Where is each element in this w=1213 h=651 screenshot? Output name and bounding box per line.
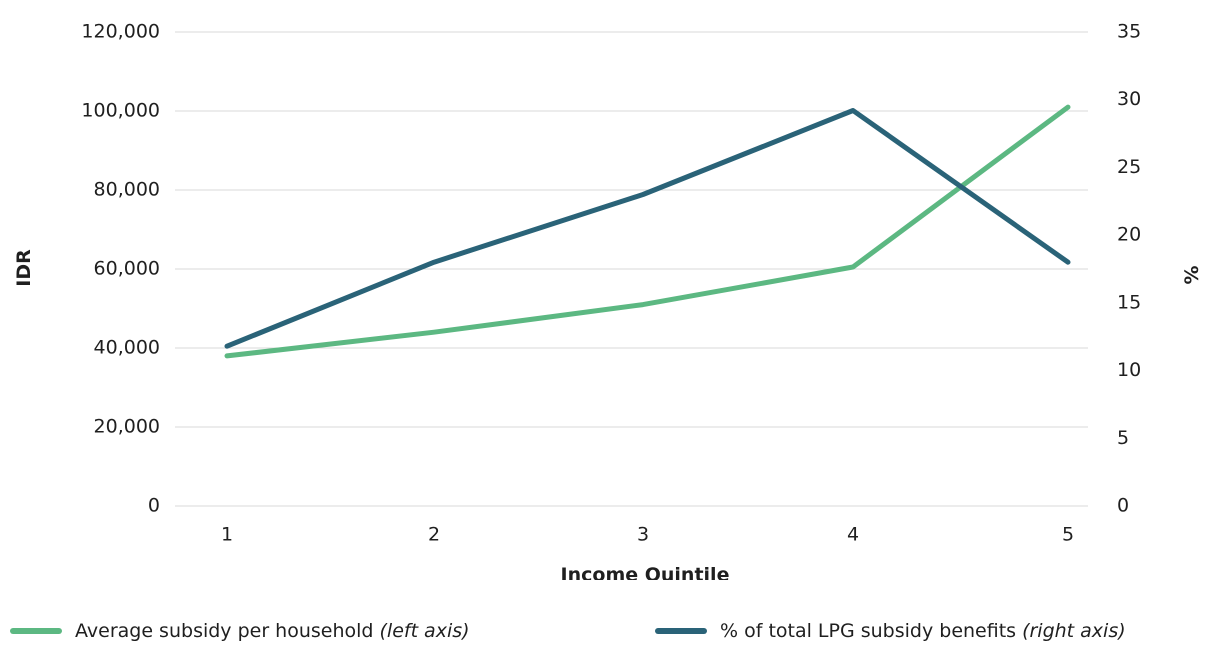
right-tick-label: 25 bbox=[1117, 156, 1141, 178]
x-tick-label: 2 bbox=[428, 524, 440, 546]
left-axis-ticks: 0 20,000 40,000 60,000 80,000 100,000 120,000 bbox=[81, 21, 160, 517]
gridlines bbox=[175, 31, 1088, 507]
right-axis-ticks: 0 5 10 15 20 25 30 35 bbox=[1117, 21, 1141, 517]
left-tick-label: 40,000 bbox=[94, 337, 160, 359]
x-axis-ticks: 1 2 3 4 5 bbox=[221, 524, 1074, 546]
right-tick-label: 20 bbox=[1117, 224, 1141, 246]
legend-note-lpg-share: (right axis) bbox=[1022, 620, 1126, 642]
right-tick-label: 35 bbox=[1117, 21, 1141, 43]
legend-label-lpg-share: % of total LPG subsidy benefits bbox=[720, 620, 1017, 642]
left-tick-label: 20,000 bbox=[94, 416, 160, 438]
x-axis-title: Income Quintile bbox=[561, 564, 730, 580]
legend-label-average-subsidy: Average subsidy per household bbox=[75, 620, 374, 642]
right-axis-title: % bbox=[1181, 265, 1203, 284]
legend-item-average-subsidy: Average subsidy per household (left axis… bbox=[10, 620, 470, 642]
x-tick-label: 1 bbox=[221, 524, 233, 546]
right-tick-label: 5 bbox=[1117, 427, 1129, 449]
left-tick-label: 100,000 bbox=[81, 100, 160, 122]
right-tick-label: 30 bbox=[1117, 88, 1141, 110]
x-tick-label: 4 bbox=[847, 524, 859, 546]
right-tick-label: 0 bbox=[1117, 495, 1129, 517]
right-tick-label: 10 bbox=[1117, 359, 1141, 381]
legend-swatch-average-subsidy bbox=[10, 628, 62, 634]
x-tick-label: 5 bbox=[1062, 524, 1074, 546]
legend-swatch-lpg-share bbox=[655, 628, 707, 634]
left-tick-label: 0 bbox=[148, 495, 160, 517]
right-tick-label: 15 bbox=[1117, 291, 1141, 313]
legend-note-average-subsidy: (left axis) bbox=[379, 620, 470, 642]
series-lines bbox=[224, 104, 1071, 359]
left-tick-label: 80,000 bbox=[94, 179, 160, 201]
x-tick-label: 3 bbox=[637, 524, 649, 546]
series-line-lpg-share bbox=[224, 108, 1071, 349]
legend-item-lpg-share: % of total LPG subsidy benefits (right a… bbox=[655, 620, 1126, 642]
left-tick-label: 120,000 bbox=[81, 21, 160, 43]
left-axis-title: IDR bbox=[13, 249, 35, 287]
legend: Average subsidy per household (left axis… bbox=[0, 620, 1213, 650]
line-chart: 020,00040,00060,00080,000100,000120,000 … bbox=[13, 21, 1203, 581]
series-line-average-subsidy bbox=[224, 104, 1071, 359]
left-tick-label: 60,000 bbox=[94, 258, 160, 280]
